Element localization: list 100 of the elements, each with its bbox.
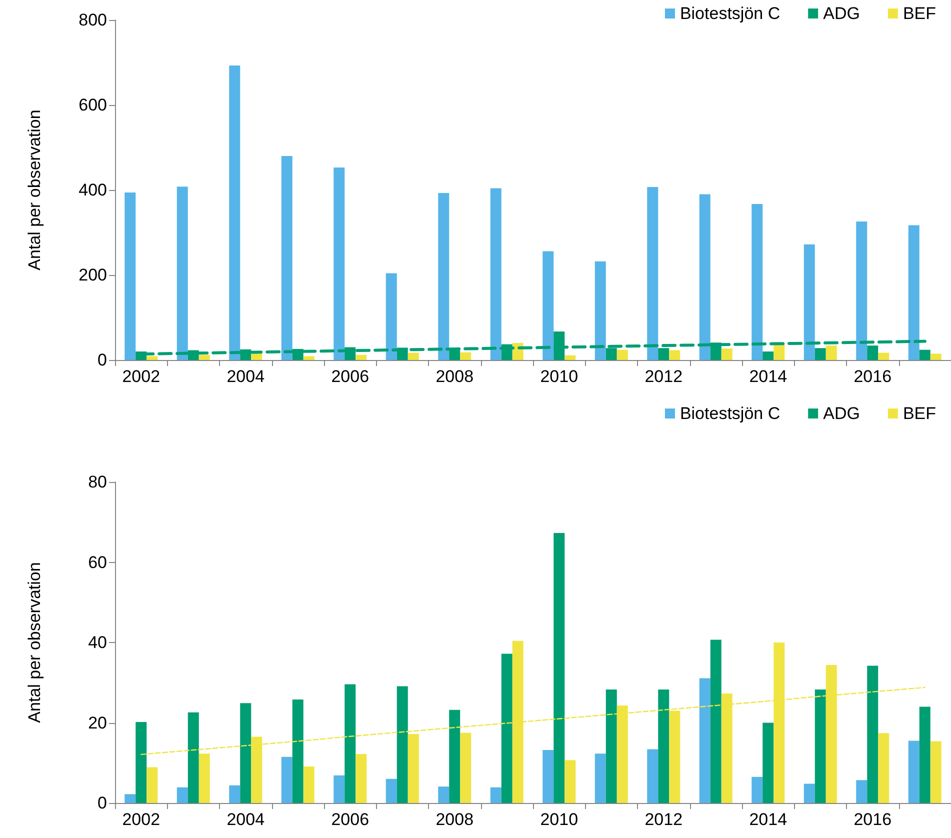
- bar: [146, 356, 158, 360]
- bar: [396, 686, 408, 803]
- bar: [176, 186, 188, 360]
- x-tick-label: 2016: [854, 810, 892, 829]
- bar: [867, 666, 878, 803]
- x-tick-label: 2006: [331, 367, 370, 386]
- bar: [804, 784, 815, 803]
- bar: [669, 350, 680, 360]
- x-tick-label: 2016: [854, 367, 892, 386]
- y-tick-label: 40: [88, 633, 107, 652]
- bar: [762, 722, 774, 803]
- bar: [303, 356, 314, 360]
- bar: [856, 221, 868, 360]
- bar: [344, 684, 356, 803]
- bar: [490, 787, 502, 803]
- x-tick-label: 2012: [644, 367, 683, 386]
- bar: [198, 754, 210, 803]
- bar: [501, 654, 512, 803]
- legend-label: ADG: [823, 4, 860, 23]
- y-tick-label: 60: [88, 552, 107, 572]
- bar: [386, 273, 397, 360]
- bar: [146, 767, 158, 803]
- y-tick-label: 800: [78, 10, 107, 30]
- bar: [188, 712, 199, 803]
- bar: [908, 740, 920, 803]
- y-tick-label: 20: [88, 713, 107, 732]
- x-tick-label: 2012: [644, 810, 683, 829]
- y-tick-label: 0: [98, 794, 107, 812]
- bar: [752, 776, 763, 803]
- bar: [699, 194, 710, 360]
- bar: [616, 350, 628, 360]
- x-tick-label: 2008: [436, 810, 474, 829]
- bar: [919, 350, 930, 360]
- bar: [919, 706, 930, 803]
- bar: [542, 750, 554, 803]
- y-axis-title: Antal per observation: [25, 110, 44, 270]
- bar: [438, 786, 450, 803]
- bar: [334, 167, 345, 360]
- bar: [564, 760, 576, 803]
- bar: [647, 187, 658, 360]
- bar: [438, 192, 450, 360]
- x-tick-label: 2004: [226, 367, 265, 386]
- x-tick-label: 2014: [749, 810, 788, 829]
- bar: [752, 204, 763, 360]
- legend-label: Biotestsjön C: [680, 4, 780, 23]
- bar: [408, 734, 419, 803]
- bar: [292, 699, 304, 803]
- bar: [356, 354, 367, 360]
- legend-label: Biotestsjön C: [680, 404, 780, 423]
- bar: [856, 780, 868, 803]
- bar: [460, 352, 472, 360]
- bar: [229, 65, 240, 360]
- bar: [386, 778, 397, 803]
- x-tick-label: 2010: [540, 367, 578, 386]
- x-tick-label: 2002: [122, 367, 160, 386]
- bar: [124, 794, 136, 803]
- bar: [281, 756, 292, 803]
- bar: [930, 354, 942, 360]
- bar: [408, 352, 419, 360]
- bar: [867, 346, 878, 360]
- bar: [356, 754, 367, 803]
- bar: [606, 689, 617, 803]
- bar: [647, 749, 658, 803]
- legend-label: BEF: [902, 404, 936, 423]
- bar: [826, 346, 837, 360]
- legend-label: ADG: [823, 404, 860, 423]
- y-tick-label: 0: [98, 350, 107, 370]
- x-tick-label: 2008: [436, 367, 474, 386]
- bar: [908, 225, 920, 360]
- x-tick-label: 2010: [540, 810, 578, 829]
- bar: [762, 352, 774, 360]
- bar: [303, 766, 314, 803]
- bar: [449, 710, 460, 803]
- bar: [814, 348, 826, 360]
- bar: [281, 156, 292, 360]
- bar: [564, 355, 576, 360]
- y-tick-label: 80: [88, 472, 107, 492]
- bar: [490, 188, 502, 360]
- bar: [930, 741, 942, 803]
- bar: [699, 678, 710, 803]
- bar: [334, 775, 345, 803]
- bar: [721, 348, 732, 360]
- bar: [229, 785, 240, 803]
- y-axis-title: Antal per observation: [25, 562, 44, 723]
- bar: [240, 703, 252, 803]
- bar: [878, 733, 890, 803]
- bar: [460, 732, 472, 803]
- bar: [594, 754, 606, 803]
- bar: [124, 192, 136, 360]
- bar: [542, 251, 554, 360]
- bar: [658, 689, 670, 803]
- x-tick-label: 2014: [749, 367, 788, 386]
- y-tick-label: 200: [78, 266, 107, 284]
- bar: [594, 261, 606, 360]
- x-tick-label: 2004: [226, 810, 265, 829]
- bar: [710, 640, 722, 803]
- y-tick-label: 600: [78, 96, 107, 114]
- bar: [804, 244, 815, 360]
- bar: [814, 689, 826, 803]
- bar: [554, 532, 565, 803]
